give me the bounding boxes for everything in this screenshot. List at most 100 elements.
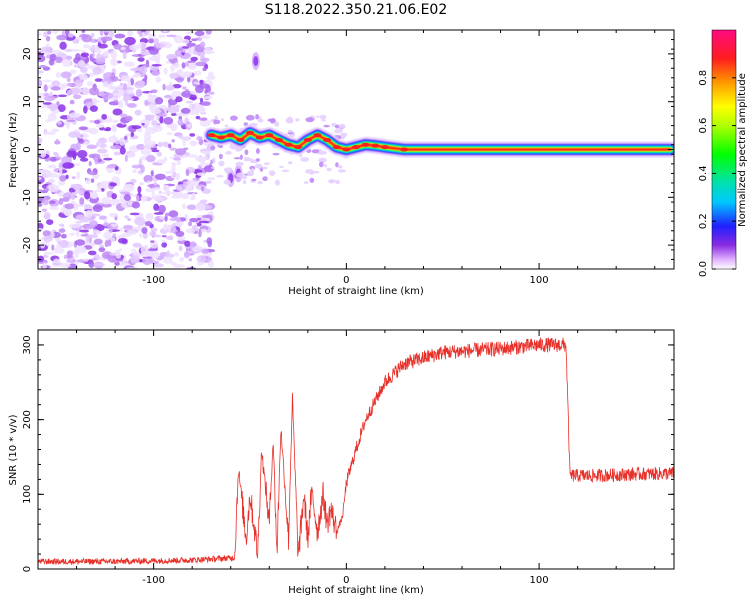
- noise-blob: [67, 33, 74, 38]
- noise-blob: [75, 221, 83, 224]
- noise-blob: [38, 54, 46, 63]
- noise-blob: [196, 222, 202, 227]
- snr-xtick-label: 0: [343, 575, 349, 586]
- noise-blob: [147, 33, 157, 39]
- noise-blob: [153, 263, 164, 268]
- noise-blob: [180, 74, 190, 79]
- noise-blob: [97, 137, 108, 144]
- noise-blob: [202, 67, 207, 72]
- noise-blob: [99, 143, 107, 149]
- ridge-hotspot: [274, 137, 283, 142]
- noise-blob: [164, 170, 176, 174]
- ridge-halo-blob: [337, 165, 343, 169]
- noise-blob: [147, 92, 152, 101]
- noise-blob: [127, 152, 136, 158]
- noise-blob: [175, 230, 185, 237]
- noise-blob: [110, 50, 117, 59]
- noise-blob: [71, 49, 82, 52]
- noise-blob: [201, 248, 210, 254]
- ridge-hotspot: [226, 133, 235, 138]
- noise-blob: [40, 150, 46, 158]
- noise-blob: [148, 102, 156, 111]
- noise-blob: [43, 211, 51, 220]
- noise-blob: [141, 31, 146, 38]
- colorbar-tick-label: 0.0: [698, 261, 709, 277]
- noise-blob: [130, 131, 135, 137]
- noise-blob: [121, 75, 132, 82]
- noise-blob: [145, 155, 156, 163]
- noise-blob: [196, 172, 206, 176]
- noise-blob: [124, 115, 133, 122]
- noise-blob: [153, 212, 164, 215]
- snr-xtick-label: 100: [530, 575, 549, 586]
- noise-blob: [108, 212, 119, 218]
- noise-blob: [189, 217, 199, 223]
- noise-blob: [151, 70, 161, 76]
- noise-blob: [112, 119, 119, 124]
- noise-blob: [110, 57, 118, 67]
- noise-blob: [64, 203, 75, 210]
- noise-blob: [187, 221, 193, 227]
- ridge-halo-blob: [323, 124, 330, 128]
- noise-blob: [123, 193, 131, 202]
- noise-blob: [79, 66, 88, 73]
- noise-blob: [102, 50, 110, 57]
- noise-blob: [156, 151, 163, 157]
- ridge-halo-blob: [224, 124, 229, 128]
- noise-blob: [185, 89, 190, 94]
- noise-blob: [203, 164, 215, 173]
- noise-blob: [76, 171, 81, 180]
- noise-blob: [109, 86, 116, 90]
- noise-blob: [91, 192, 99, 199]
- noise-blob: [179, 193, 190, 198]
- noise-blob: [38, 169, 51, 175]
- noise-blob: [90, 178, 95, 183]
- noise-blob: [127, 80, 132, 89]
- noise-blob: [42, 262, 47, 269]
- noise-blob: [98, 247, 106, 253]
- noise-blob: [92, 67, 102, 75]
- snr-series-line: [38, 337, 674, 566]
- noise-blob: [81, 258, 90, 261]
- noise-blob: [155, 76, 162, 83]
- ridge-halo-blob: [319, 114, 327, 120]
- ridge-halo-blob: [211, 166, 215, 169]
- ridge-halo-blob: [255, 114, 260, 120]
- noise-blob: [119, 146, 126, 155]
- noise-blob: [196, 255, 207, 263]
- noise-blob: [91, 98, 97, 102]
- ridge-halo-blob: [255, 163, 263, 169]
- noise-blob: [98, 215, 108, 220]
- noise-blob: [52, 30, 59, 34]
- noise-blob: [154, 173, 166, 180]
- noise-blob: [116, 178, 121, 187]
- noise-blob: [150, 250, 160, 259]
- noise-blob: [170, 261, 177, 266]
- noise-blob: [125, 184, 135, 187]
- noise-blob: [156, 115, 160, 121]
- noise-blob: [180, 136, 191, 142]
- noise-blob: [150, 260, 159, 265]
- noise-blob: [56, 101, 60, 107]
- noise-blob: [165, 54, 175, 60]
- ridge-halo-blob: [295, 118, 300, 122]
- noise-blob: [77, 60, 86, 68]
- noise-blob: [158, 190, 162, 194]
- noise-blob: [185, 228, 196, 234]
- noise-blob: [42, 102, 53, 105]
- noise-blob: [68, 223, 81, 229]
- ridge-halo-blob: [218, 153, 223, 160]
- noise-blob: [81, 30, 86, 33]
- noise-blob: [79, 73, 88, 81]
- ridge-halo-blob: [216, 174, 224, 178]
- ridge-halo-blob: [225, 150, 232, 155]
- noise-blob: [88, 161, 92, 167]
- noise-blob: [89, 105, 98, 112]
- noise-blob: [150, 240, 155, 243]
- noise-blob: [177, 159, 181, 166]
- noise-blob: [149, 65, 160, 71]
- noise-blob: [108, 101, 120, 106]
- ridge-hotspot: [207, 133, 216, 138]
- ridge-halo-blob: [243, 122, 248, 127]
- colorbar-tick-label: 0.2: [698, 213, 709, 229]
